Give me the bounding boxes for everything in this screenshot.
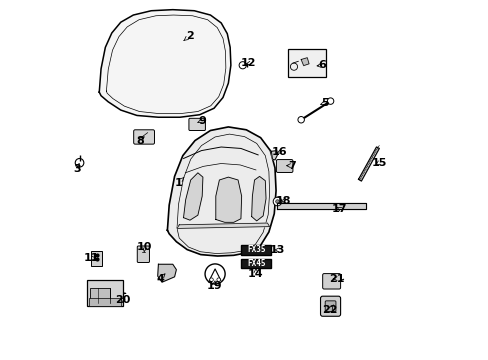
FancyBboxPatch shape — [137, 246, 149, 262]
Polygon shape — [271, 150, 277, 160]
Text: 11: 11 — [84, 253, 99, 263]
Text: 6: 6 — [316, 60, 326, 70]
Text: 22: 22 — [322, 305, 337, 315]
Text: FX35: FX35 — [246, 246, 265, 255]
Text: 5: 5 — [320, 98, 328, 108]
Text: FX45: FX45 — [246, 259, 265, 268]
Circle shape — [217, 278, 220, 282]
Text: 9: 9 — [198, 116, 206, 126]
Polygon shape — [276, 203, 365, 210]
Bar — [91, 251, 102, 266]
Text: 17: 17 — [331, 204, 346, 214]
Polygon shape — [215, 177, 241, 222]
Text: 1: 1 — [174, 177, 183, 188]
FancyBboxPatch shape — [320, 296, 340, 316]
FancyBboxPatch shape — [325, 301, 335, 312]
Text: 14: 14 — [247, 269, 263, 279]
Polygon shape — [251, 176, 265, 221]
Text: 15: 15 — [370, 158, 386, 168]
Polygon shape — [99, 10, 230, 117]
Bar — [241, 245, 271, 255]
Text: 21: 21 — [328, 274, 344, 284]
Polygon shape — [301, 58, 308, 66]
Polygon shape — [167, 127, 276, 256]
Bar — [89, 298, 121, 306]
Text: 8: 8 — [136, 136, 144, 145]
Text: 20: 20 — [115, 295, 131, 305]
Circle shape — [326, 98, 333, 104]
Bar — [87, 280, 122, 306]
Polygon shape — [158, 264, 176, 282]
FancyBboxPatch shape — [188, 118, 205, 131]
FancyBboxPatch shape — [133, 130, 154, 144]
Polygon shape — [358, 147, 379, 181]
Text: 4: 4 — [156, 274, 164, 284]
Text: 3: 3 — [73, 163, 81, 174]
Text: 2: 2 — [183, 31, 193, 41]
Text: 13: 13 — [269, 245, 285, 255]
Bar — [241, 258, 271, 268]
Circle shape — [275, 200, 279, 203]
Text: 7: 7 — [286, 161, 295, 171]
FancyBboxPatch shape — [276, 159, 292, 172]
FancyBboxPatch shape — [322, 274, 340, 289]
Polygon shape — [209, 269, 221, 280]
Polygon shape — [183, 173, 203, 220]
Bar — [90, 288, 109, 303]
Bar — [287, 49, 325, 77]
Text: 18: 18 — [275, 196, 290, 206]
Circle shape — [297, 117, 304, 123]
Circle shape — [273, 197, 281, 206]
Text: 19: 19 — [206, 281, 222, 291]
Text: 12: 12 — [241, 58, 256, 68]
Text: 16: 16 — [271, 147, 287, 157]
Circle shape — [209, 278, 213, 282]
Polygon shape — [177, 223, 269, 228]
Text: 10: 10 — [137, 242, 152, 252]
